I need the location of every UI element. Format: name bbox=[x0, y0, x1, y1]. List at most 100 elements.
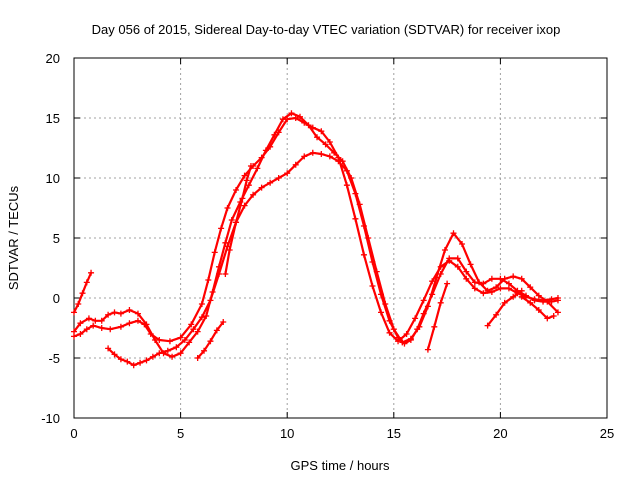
data-point bbox=[198, 314, 205, 321]
data-point bbox=[420, 297, 427, 304]
data-point bbox=[258, 184, 265, 191]
data-point bbox=[544, 315, 551, 322]
data-point bbox=[471, 279, 478, 286]
point-markers bbox=[71, 115, 561, 345]
data-point bbox=[228, 217, 235, 223]
chart-title: Day 056 of 2015, Sidereal Day-to-day VTE… bbox=[92, 22, 561, 37]
data-point bbox=[134, 310, 141, 317]
data-point bbox=[488, 275, 495, 282]
data-point bbox=[322, 141, 329, 148]
point-markers bbox=[484, 287, 525, 329]
series-track-1 bbox=[71, 115, 561, 345]
data-point bbox=[262, 147, 269, 154]
data-point bbox=[471, 285, 478, 292]
series-track-5 bbox=[194, 319, 227, 361]
data-point bbox=[484, 322, 491, 329]
data-point bbox=[194, 355, 201, 361]
data-point bbox=[241, 202, 248, 209]
data-point bbox=[88, 269, 95, 276]
data-point bbox=[522, 292, 529, 299]
series-line bbox=[72, 116, 560, 343]
series-line bbox=[486, 289, 523, 327]
data-point bbox=[463, 268, 470, 275]
data-point bbox=[92, 317, 99, 324]
data-point bbox=[143, 357, 150, 364]
data-point bbox=[510, 273, 517, 280]
data-point bbox=[190, 326, 197, 333]
data-point bbox=[493, 284, 500, 291]
series-track-3 bbox=[105, 149, 561, 369]
data-point bbox=[90, 322, 97, 329]
data-point bbox=[239, 195, 246, 202]
series-line bbox=[72, 112, 560, 358]
data-point bbox=[431, 323, 438, 330]
point-markers bbox=[105, 149, 561, 369]
data-point bbox=[450, 230, 457, 237]
data-point bbox=[305, 122, 312, 129]
data-point bbox=[220, 319, 227, 325]
data-point bbox=[164, 347, 171, 354]
data-point bbox=[198, 301, 205, 307]
data-point bbox=[126, 307, 133, 313]
data-point bbox=[501, 299, 508, 306]
data-point bbox=[271, 131, 278, 138]
x-tick-label: 5 bbox=[177, 426, 184, 441]
data-point bbox=[105, 345, 112, 352]
data-point bbox=[326, 153, 333, 160]
data-point bbox=[117, 323, 124, 330]
data-point bbox=[484, 287, 491, 294]
data-point bbox=[284, 170, 291, 177]
data-point bbox=[107, 326, 114, 333]
data-point bbox=[71, 328, 77, 335]
data-point bbox=[527, 284, 534, 291]
data-point bbox=[79, 290, 86, 297]
data-point bbox=[360, 251, 367, 258]
data-point bbox=[467, 261, 474, 268]
data-point bbox=[201, 347, 208, 354]
y-tick-label: 0 bbox=[53, 291, 60, 306]
data-point bbox=[205, 277, 212, 283]
data-point bbox=[177, 350, 184, 357]
series-track-7 bbox=[424, 280, 451, 353]
data-point bbox=[493, 311, 500, 318]
data-point bbox=[254, 165, 261, 172]
data-point bbox=[429, 291, 436, 298]
data-point bbox=[369, 283, 376, 289]
point-markers bbox=[222, 163, 254, 277]
data-point bbox=[326, 139, 333, 145]
data-point bbox=[288, 110, 295, 117]
data-point bbox=[173, 344, 180, 351]
data-point bbox=[401, 340, 408, 347]
data-point bbox=[343, 182, 350, 189]
data-point bbox=[518, 275, 525, 282]
data-point bbox=[554, 297, 561, 304]
data-point bbox=[83, 326, 90, 333]
data-point bbox=[224, 205, 231, 211]
data-point bbox=[497, 285, 504, 292]
data-point bbox=[111, 351, 118, 358]
data-point bbox=[83, 279, 90, 286]
data-point bbox=[85, 315, 92, 322]
data-point bbox=[550, 313, 557, 319]
x-tick-label: 25 bbox=[600, 426, 614, 441]
data-point bbox=[386, 329, 393, 336]
data-point bbox=[395, 334, 402, 341]
data-point bbox=[369, 259, 376, 265]
x-axis-label: GPS time / hours bbox=[291, 458, 390, 473]
data-point bbox=[243, 177, 250, 184]
data-point bbox=[331, 149, 338, 156]
x-tick-label: 15 bbox=[387, 426, 401, 441]
data-point bbox=[378, 309, 385, 316]
series-track-4 bbox=[71, 269, 95, 316]
data-point bbox=[126, 320, 133, 327]
data-point bbox=[222, 271, 229, 277]
data-point bbox=[343, 167, 350, 174]
data-point bbox=[117, 356, 124, 363]
data-point bbox=[137, 359, 144, 366]
data-point bbox=[540, 298, 547, 305]
data-point bbox=[309, 149, 316, 156]
data-point bbox=[211, 249, 218, 256]
data-point bbox=[177, 334, 184, 341]
y-tick-label: 15 bbox=[46, 111, 60, 126]
data-point bbox=[518, 293, 525, 300]
